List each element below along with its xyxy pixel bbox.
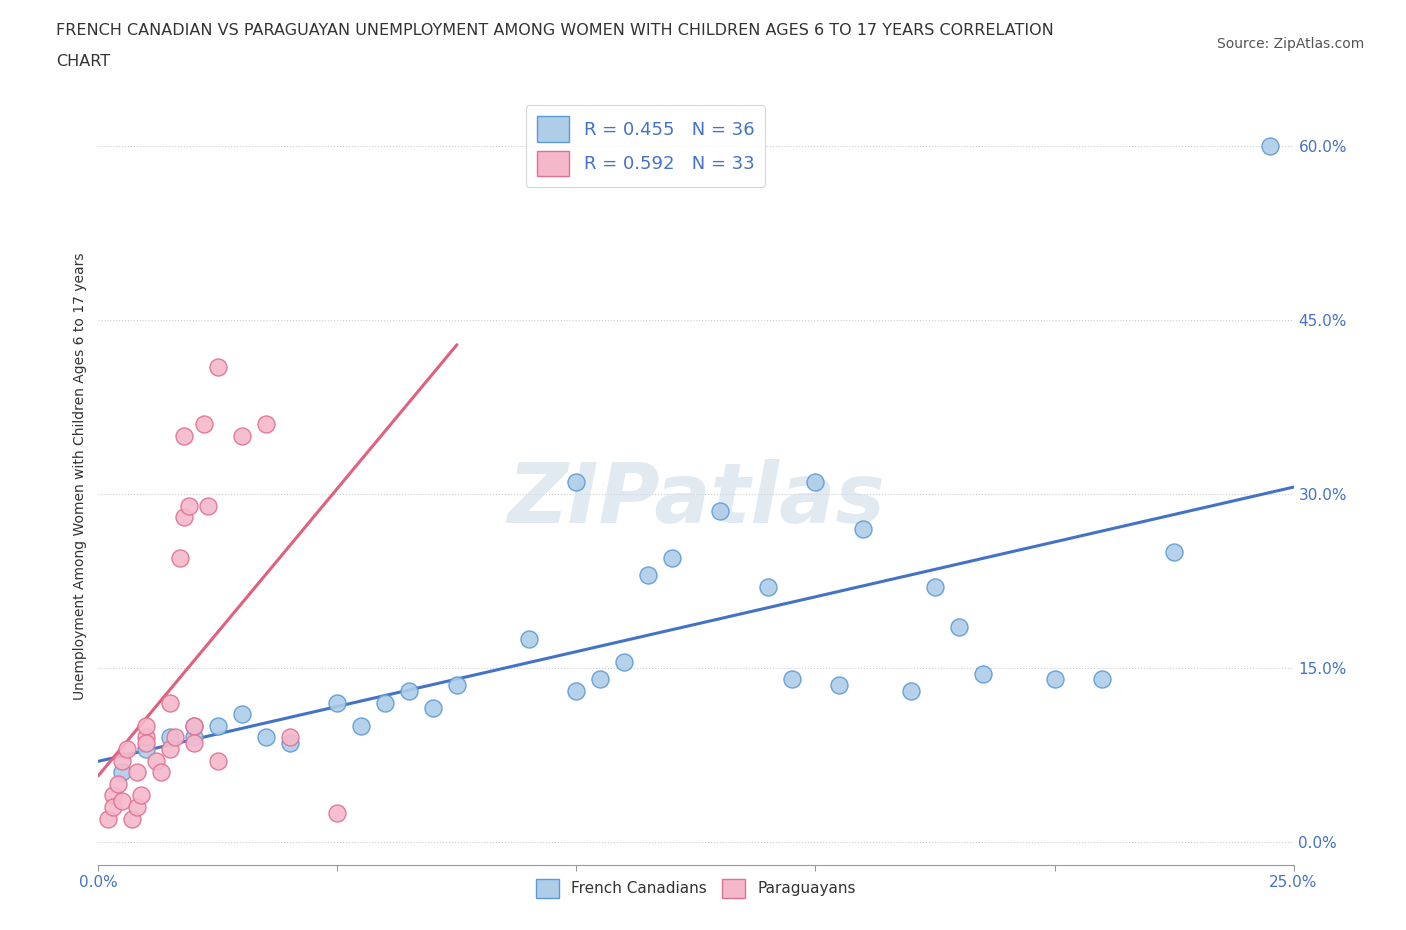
Point [111, 753, 134, 768]
Point [661, 551, 683, 565]
Text: CHART: CHART [56, 54, 110, 69]
Point [446, 678, 468, 693]
Point [183, 718, 205, 733]
Y-axis label: Unemployment Among Women with Children Ages 6 to 17 years: Unemployment Among Women with Children A… [73, 253, 87, 700]
Point [173, 510, 195, 525]
Point [254, 417, 277, 432]
Point [197, 498, 219, 513]
Point [852, 522, 875, 537]
Point [135, 736, 157, 751]
Point [254, 730, 277, 745]
Point [149, 764, 172, 779]
Point [804, 475, 827, 490]
Point [374, 696, 396, 711]
Point [231, 707, 253, 722]
Point [900, 684, 922, 698]
Point [1163, 545, 1185, 560]
Point [1258, 139, 1281, 153]
Point [159, 696, 181, 711]
Point [207, 359, 229, 374]
Point [135, 730, 157, 745]
Point [111, 793, 134, 808]
Point [163, 730, 186, 745]
Point [125, 800, 148, 815]
Point [589, 672, 612, 687]
Point [398, 684, 420, 698]
Text: ZIPatlas: ZIPatlas [508, 459, 884, 540]
Point [183, 736, 205, 751]
Point [948, 620, 970, 635]
Point [613, 655, 636, 670]
Point [179, 498, 201, 513]
Point [125, 764, 148, 779]
Point [972, 666, 994, 681]
Point [183, 730, 205, 745]
Point [1043, 672, 1066, 687]
Legend: French Canadians, Paraguayans: French Canadians, Paraguayans [530, 873, 862, 904]
Point [135, 741, 157, 756]
Point [637, 567, 659, 582]
Point [1091, 672, 1114, 687]
Point [101, 788, 124, 803]
Point [780, 672, 803, 687]
Point [97, 811, 120, 826]
Text: FRENCH CANADIAN VS PARAGUAYAN UNEMPLOYMENT AMONG WOMEN WITH CHILDREN AGES 6 TO 1: FRENCH CANADIAN VS PARAGUAYAN UNEMPLOYME… [56, 23, 1054, 38]
Point [517, 631, 540, 646]
Point [207, 718, 229, 733]
Point [135, 718, 157, 733]
Point [350, 718, 373, 733]
Point [828, 678, 851, 693]
Point [326, 696, 349, 711]
Point [756, 579, 779, 594]
Point [326, 805, 349, 820]
Text: Source: ZipAtlas.com: Source: ZipAtlas.com [1216, 37, 1364, 51]
Point [121, 811, 143, 826]
Point [924, 579, 946, 594]
Point [193, 417, 215, 432]
Point [115, 741, 138, 756]
Point [565, 684, 588, 698]
Point [169, 551, 191, 565]
Point [101, 800, 124, 815]
Point [207, 753, 229, 768]
Point [709, 504, 731, 519]
Point [565, 475, 588, 490]
Point [159, 730, 181, 745]
Point [131, 788, 153, 803]
Point [107, 777, 129, 791]
Point [111, 764, 134, 779]
Point [145, 753, 167, 768]
Point [422, 701, 444, 716]
Point [278, 730, 301, 745]
Point [231, 429, 253, 444]
Point [183, 718, 205, 733]
Point [159, 741, 181, 756]
Point [173, 429, 195, 444]
Point [278, 736, 301, 751]
